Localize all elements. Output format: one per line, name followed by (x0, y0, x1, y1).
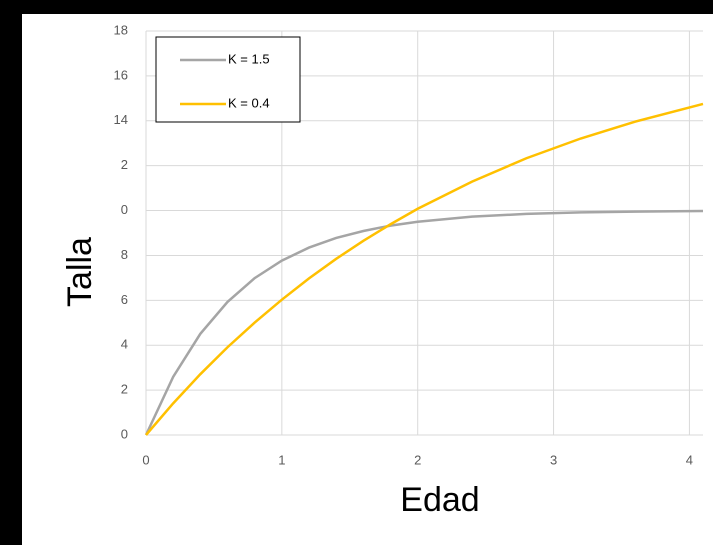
x-tick-label: 0 (142, 452, 149, 467)
y-tick-label: 8 (121, 247, 128, 262)
x-tick-label: 2 (414, 452, 421, 467)
y-tick-label: 4 (121, 337, 128, 352)
y-tick-label: 2 (121, 157, 128, 172)
y-axis-title: Talla (61, 237, 99, 307)
y-tick-label: 16 (114, 67, 128, 82)
y-tick-label: 18 (114, 22, 128, 37)
y-tick-label: 0 (121, 426, 128, 441)
legend-box (155, 36, 301, 123)
y-tick-label: 0 (121, 202, 128, 217)
series-line (144, 209, 704, 436)
x-tick-label: 4 (686, 452, 693, 467)
y-tick-label: 6 (121, 292, 128, 307)
legend-label: K = 1.5 (228, 51, 270, 66)
y-tick-label: 2 (121, 382, 128, 397)
x-tick-label: 1 (278, 452, 285, 467)
x-tick-label: 3 (550, 452, 557, 467)
x-axis-title: Edad (400, 481, 479, 519)
legend-label: K = 0.4 (228, 95, 270, 110)
series-line (145, 102, 704, 436)
frame-left (0, 0, 22, 545)
frame-top (0, 0, 713, 14)
y-tick-label: 14 (114, 112, 128, 127)
